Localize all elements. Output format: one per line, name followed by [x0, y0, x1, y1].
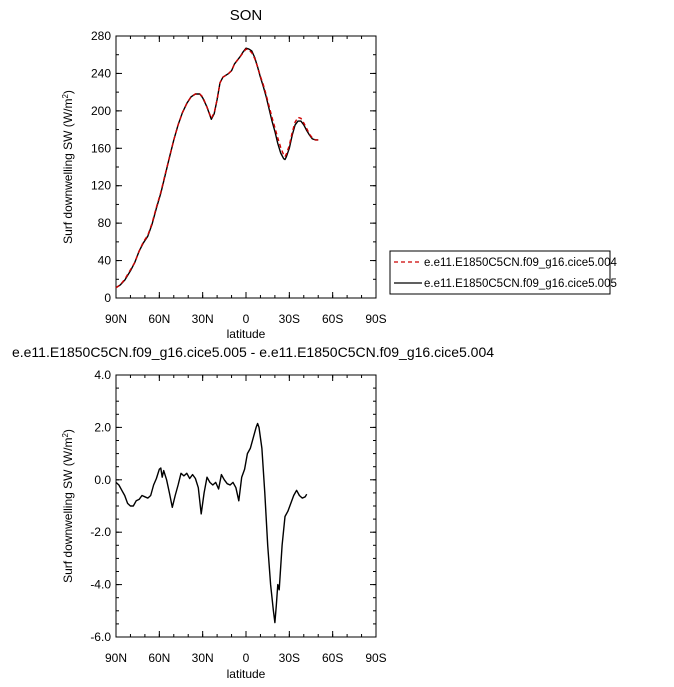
top-y-axis-label: Surf downwelling SW (W/m2)	[61, 90, 75, 244]
top-y-axis: 0 40 80 120 160 200 240 280	[91, 29, 376, 305]
y-tick-label: 80	[98, 216, 112, 230]
y-tick-label: 120	[91, 179, 111, 193]
x-tick-label: 90N	[105, 312, 127, 326]
top-x-axis: 90N 60N 30N 0 30S 60S 90S	[105, 36, 387, 326]
y-tick-label: 200	[91, 104, 111, 118]
x-tick-label: 90N	[105, 651, 127, 665]
x-tick-label: 30S	[279, 651, 300, 665]
series-line-0-0	[115, 48, 319, 289]
bottom-plot-frame	[115, 374, 377, 638]
bottom-series-group	[115, 422, 308, 624]
bottom-x-axis-label: latitude	[227, 667, 266, 681]
top-panel-title: SON	[230, 7, 263, 24]
x-tick-label: 60S	[322, 651, 343, 665]
x-tick-label: 0	[243, 651, 250, 665]
y-tick-label: -2.0	[90, 525, 111, 539]
x-tick-label: 30N	[192, 651, 214, 665]
top-series-group	[115, 47, 319, 289]
x-tick-label: 90S	[365, 651, 386, 665]
top-plot-frame	[115, 35, 377, 299]
y-tick-label: -6.0	[90, 630, 111, 644]
bottom-y-axis: -6.0 -4.0 -2.0 0.0 2.0 4.0	[90, 368, 376, 644]
y-tick-label: 160	[91, 141, 111, 155]
top-panel: SON 0 40 80 120 160 200 240 280 90N 60N 30N 0 30S 60…	[61, 7, 387, 341]
y-tick-label: 280	[91, 29, 111, 43]
legend-box	[389, 250, 611, 295]
bottom-y-axis-label: Surf downwelling SW (W/m2)	[61, 429, 75, 583]
series-line-1-0	[115, 422, 308, 624]
x-tick-label: 90S	[365, 312, 386, 326]
x-tick-label: 0	[243, 312, 250, 326]
series-line-0-1	[115, 47, 319, 289]
y-tick-label: 0	[104, 291, 111, 305]
bottom-panel: e.e11.E1850C5CN.f09_g16.cice5.005 - e.e1…	[12, 344, 494, 681]
y-tick-label: 0.0	[94, 473, 111, 487]
y-tick-label: 40	[98, 254, 112, 268]
y-tick-label: -4.0	[90, 578, 111, 592]
y-tick-label: 2.0	[94, 420, 111, 434]
x-tick-label: 60N	[148, 651, 170, 665]
bottom-panel-title: e.e11.E1850C5CN.f09_g16.cice5.005 - e.e1…	[12, 344, 494, 360]
x-tick-label: 30N	[192, 312, 214, 326]
x-tick-label: 60S	[322, 312, 343, 326]
y-tick-label: 4.0	[94, 368, 111, 382]
legend-label-004: e.e11.E1850C5CN.f09_g16.cice5.004	[424, 257, 617, 269]
legend: e.e11.E1850C5CN.f09_g16.cice5.004 e.e11.…	[389, 250, 617, 295]
y-tick-label: 240	[91, 66, 111, 80]
legend-label-005: e.e11.E1850C5CN.f09_g16.cice5.005	[424, 278, 617, 290]
x-tick-label: 60N	[148, 312, 170, 326]
x-tick-label: 30S	[279, 312, 300, 326]
bottom-x-axis: 90N 60N 30N 0 30S 60S 90S	[105, 375, 387, 665]
top-x-axis-label: latitude	[227, 327, 266, 341]
